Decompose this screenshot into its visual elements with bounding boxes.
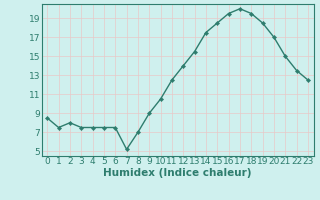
X-axis label: Humidex (Indice chaleur): Humidex (Indice chaleur) [103,168,252,178]
